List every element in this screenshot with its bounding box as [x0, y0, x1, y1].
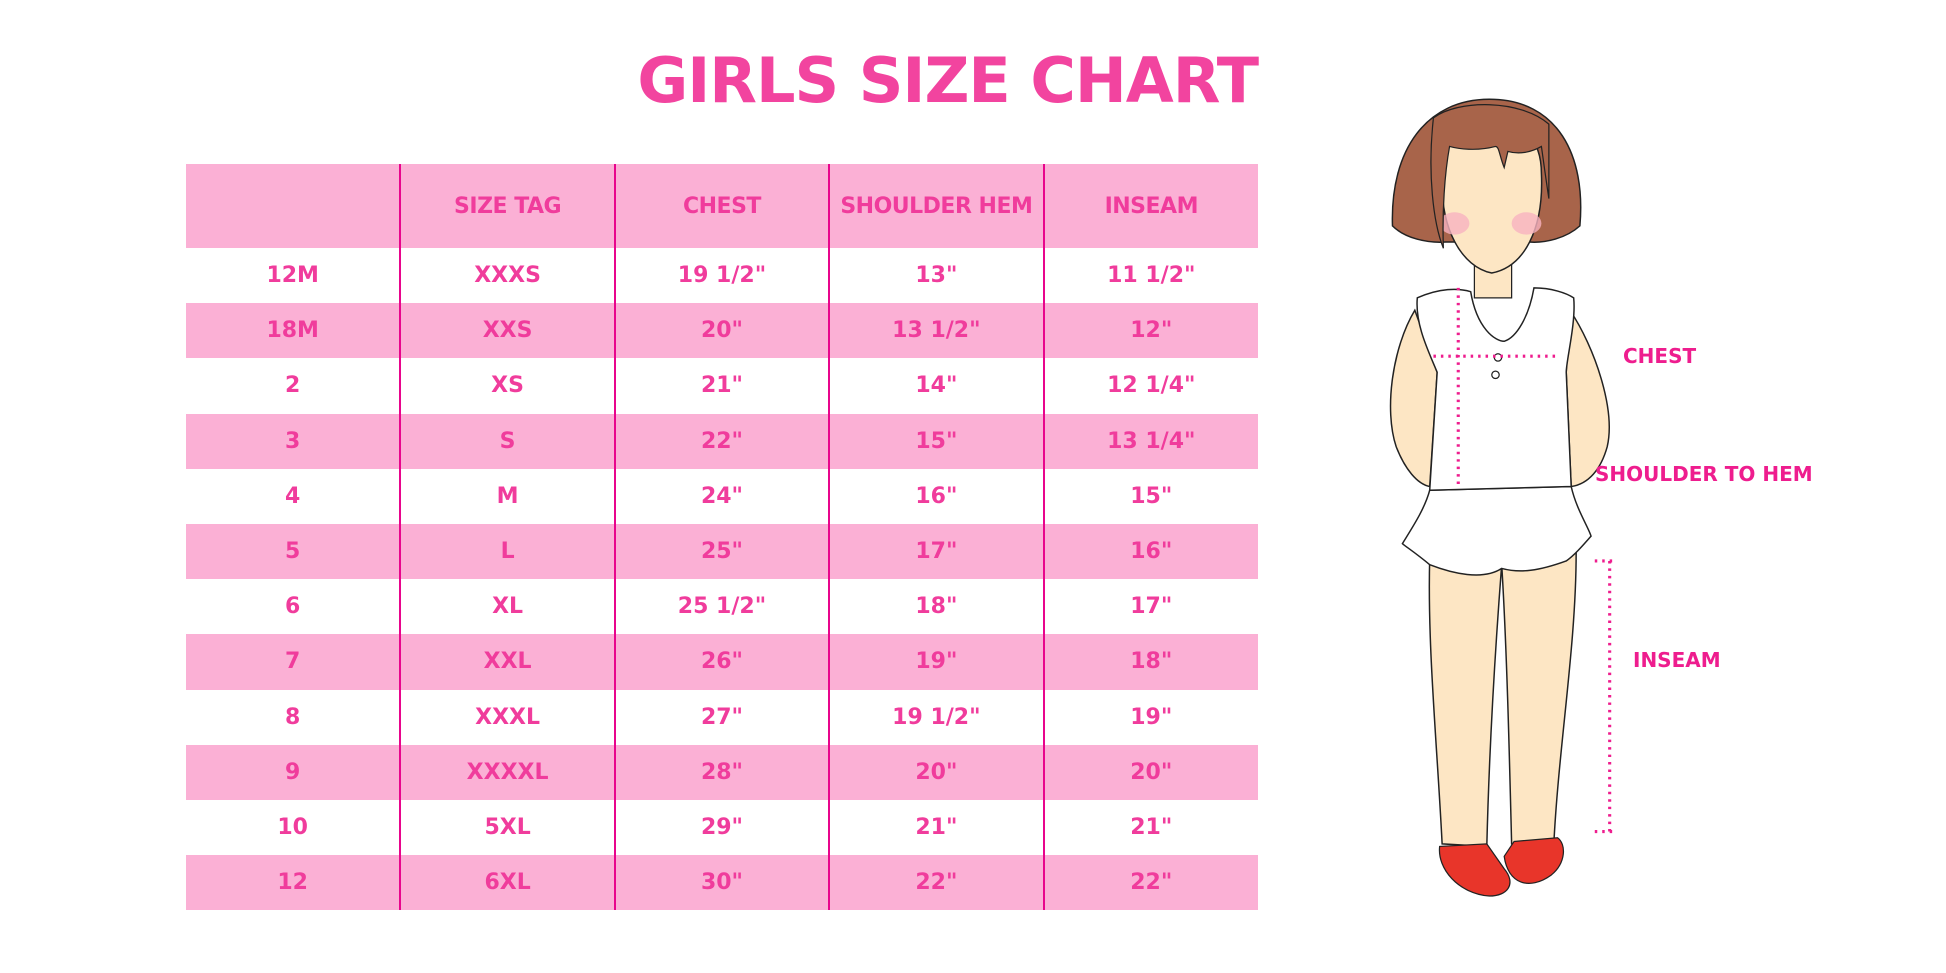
- table-cell: XXXXL: [399, 744, 615, 800]
- table-row: 6 XL 25 1/2" 18" 17": [186, 579, 1258, 635]
- shoulder-to-hem-label: SHOULDER TO HEM: [1595, 462, 1813, 486]
- legs: [1428, 551, 1577, 848]
- table-cell: 29": [613, 799, 830, 856]
- table-cell: 18M: [186, 303, 401, 359]
- left-arm: [1389, 308, 1438, 488]
- table-cell: 22": [613, 413, 830, 469]
- table-cell: XXXL: [399, 689, 615, 745]
- table-cell: 21": [613, 358, 830, 414]
- table-cell: XXL: [399, 634, 615, 690]
- table-cell: L: [399, 523, 615, 580]
- table-cell: 16": [1042, 523, 1258, 580]
- size-chart-table: SIZE TAG CHEST SHOULDER HEM INSEAM 12M XX…: [186, 164, 1258, 911]
- table-cell: 17": [828, 523, 1044, 580]
- table-cell: 14": [828, 358, 1044, 414]
- table-cell: 6XL: [399, 855, 615, 911]
- table-cell: S: [399, 413, 615, 469]
- table-cell: 15": [1042, 468, 1258, 524]
- table-cell: 6: [285, 594, 301, 620]
- table-cell: 5: [186, 523, 401, 580]
- table-cell: 13 1/2": [828, 303, 1044, 359]
- table-cell: 19 1/2": [613, 248, 830, 304]
- table-cell: 12 1/4": [1042, 358, 1258, 414]
- table-cell: 4: [285, 483, 301, 509]
- table-cell: 5XL: [399, 799, 615, 856]
- table-cell: 13": [828, 248, 1044, 304]
- table-cell: 20": [828, 744, 1044, 800]
- table-cell: 22": [828, 855, 1044, 911]
- table-cell: 27": [613, 689, 830, 745]
- table-cell: 18": [828, 579, 1044, 635]
- table-cell: 9: [186, 744, 401, 800]
- table-cell: 13 1/4": [1042, 413, 1258, 469]
- table-cell: 11 1/2": [1042, 248, 1258, 304]
- table-row: 3 S 22" 15" 13 1/4": [186, 413, 1258, 469]
- table-row: 9 XXXXL 28" 20" 20": [186, 744, 1258, 800]
- bloomers: [1401, 485, 1592, 576]
- table-cell: XXXS: [399, 248, 615, 304]
- table-cell: 19 1/2": [828, 689, 1044, 745]
- header-cell: CHEST: [613, 164, 830, 248]
- table-cell: 20": [1042, 744, 1258, 800]
- table-cell: 21": [1042, 799, 1258, 856]
- table-row: 12M XXXS 19 1/2" 13" 11 1/2": [186, 248, 1258, 304]
- table-cell: 28": [613, 744, 830, 800]
- table-row: 8 XXXL 27" 19 1/2" 19": [186, 689, 1258, 745]
- table-cell: 20": [613, 303, 830, 359]
- table-cell: 19": [1042, 689, 1258, 745]
- table-cell: 26": [613, 634, 830, 690]
- table-cell: 17": [1042, 579, 1258, 635]
- table-row: 5 L 25" 17" 16": [186, 523, 1258, 580]
- table-cell: XS: [399, 358, 615, 414]
- table-cell: 19": [828, 634, 1044, 690]
- table-row: 10 5XL 29" 21" 21": [186, 799, 1258, 856]
- table-cell: 8: [285, 704, 301, 730]
- right-shoe: [1503, 837, 1564, 884]
- table-cell: XL: [399, 579, 615, 635]
- table-row: 2 XS 21" 14" 12 1/4": [186, 358, 1258, 414]
- table-header-row: SIZE TAG CHEST SHOULDER HEM INSEAM: [186, 164, 1258, 248]
- table-cell: XXS: [399, 303, 615, 359]
- tank-top: [1416, 287, 1575, 491]
- table-cell: 25 1/2": [613, 579, 830, 635]
- table-cell: 12: [186, 855, 401, 911]
- right-arm: [1565, 308, 1610, 488]
- table-cell: 7: [186, 634, 401, 690]
- table-cell: 3: [186, 413, 401, 469]
- chest-label: CHEST: [1623, 344, 1697, 368]
- left-shoe: [1438, 843, 1511, 897]
- table-row: 12 6XL 30" 22" 22": [186, 855, 1258, 911]
- table-row: 18M XXS 20" 13 1/2" 12": [186, 303, 1258, 359]
- table-cell: 10: [277, 814, 308, 840]
- table-cell: 15": [828, 413, 1044, 469]
- header-cell: [186, 164, 401, 248]
- table-cell: 22": [1042, 855, 1258, 911]
- table-cell: 25": [613, 523, 830, 580]
- table-cell: 24": [613, 468, 830, 524]
- header-cell: SHOULDER HEM: [828, 164, 1044, 248]
- inseam-label: INSEAM: [1633, 648, 1721, 672]
- table-cell: 2: [285, 373, 301, 399]
- header-cell: INSEAM: [1042, 164, 1258, 248]
- table-cell: 18": [1042, 634, 1258, 690]
- table-row: 7 XXL 26" 19" 18": [186, 634, 1258, 690]
- table-cell: 12M: [266, 263, 319, 289]
- page-title: GIRLS SIZE CHART: [637, 44, 1259, 117]
- table-cell: 16": [828, 468, 1044, 524]
- table-cell: M: [399, 468, 615, 524]
- header-cell: SIZE TAG: [399, 164, 615, 248]
- table-row: 4 M 24" 16" 15": [186, 468, 1258, 524]
- table-cell: 21": [828, 799, 1044, 856]
- table-cell: 30": [613, 855, 830, 911]
- table-cell: 12": [1042, 303, 1258, 359]
